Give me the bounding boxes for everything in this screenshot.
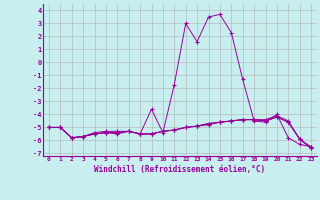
X-axis label: Windchill (Refroidissement éolien,°C): Windchill (Refroidissement éolien,°C) xyxy=(94,165,266,174)
